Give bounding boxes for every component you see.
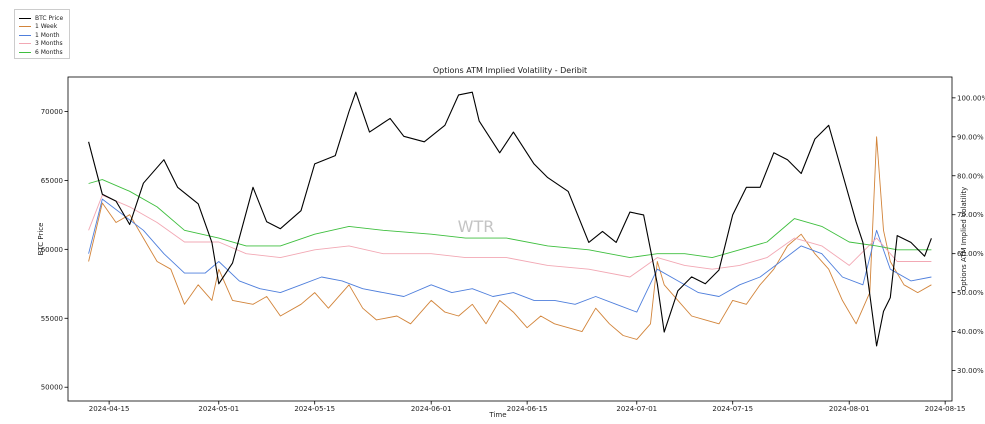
legend-label: 6 Months [35, 48, 63, 56]
x-tick-label: 2024-06-01 [411, 405, 452, 413]
legend-item-3-months: 3 Months [19, 40, 63, 48]
legend-item-btc-price: BTC Price [19, 14, 63, 22]
y-left-tick-label: 60000 [41, 246, 63, 254]
legend-item-6-months: 6 Months [19, 48, 63, 56]
y-right-tick-label: 80.00% [957, 172, 984, 180]
x-tick-label: 2024-07-01 [616, 405, 657, 413]
legend-swatch [19, 51, 31, 53]
y-right-tick-label: 90.00% [957, 133, 984, 141]
y-right-tick-label: 60.00% [957, 250, 984, 258]
y-right-tick-label: 100.00% [957, 94, 985, 102]
plot-frame [67, 76, 953, 402]
y-left-tick-label: 50000 [41, 384, 63, 392]
watermark-text: WTR [458, 217, 495, 236]
y-axis-left: 50000 55000 60000 65000 70000 [41, 108, 68, 392]
y-right-tick-label: 70.00% [957, 211, 984, 219]
y-axis-left-label: BTC Price [37, 223, 45, 256]
legend-label: 1 Week [35, 23, 58, 30]
legend-swatch [19, 17, 31, 19]
legend: BTC Price 1 Week 1 Month 3 Months 6 Months [14, 9, 70, 59]
y-left-tick-label: 55000 [41, 315, 63, 323]
x-tick-label: 2024-08-01 [829, 405, 870, 413]
x-tick-label: 2024-05-01 [198, 405, 239, 413]
y-axis-right-label: Options ATM Implied Volatility [960, 187, 968, 291]
x-axis-label: Time [488, 411, 506, 419]
x-tick-label: 2024-04-15 [89, 405, 130, 413]
series-line-1-week [88, 136, 932, 340]
legend-item-1-week: 1 Week [19, 23, 57, 31]
y-axis-right: 30.00% 40.00% 50.00% 60.00% 70.00% 80.00% 90.0… [952, 94, 985, 375]
x-axis: 2024-04-15 2024-05-01 2024-05-15 2024-06-01… [89, 401, 966, 413]
legend-label: BTC Price [35, 14, 64, 22]
series-line-1-month [88, 198, 932, 313]
x-tick-label: 2024-05-15 [294, 405, 335, 413]
x-tick-label: 2024-06-15 [507, 405, 548, 413]
legend-label: 3 Months [35, 40, 63, 47]
series-line-btc-price [88, 91, 932, 347]
legend-item-1-month: 1 Month [19, 31, 60, 39]
series-layer [88, 91, 932, 347]
legend-swatch [19, 34, 31, 36]
y-left-tick-label: 70000 [41, 108, 63, 116]
y-right-tick-label: 40.00% [957, 328, 984, 336]
x-tick-label: 2024-08-15 [925, 405, 966, 413]
chart-title: Options ATM Implied Volatility - Deribit [433, 66, 587, 75]
y-left-tick-label: 65000 [41, 177, 63, 185]
y-right-tick-label: 50.00% [957, 289, 984, 297]
legend-swatch [19, 26, 31, 27]
series-line-6-months [88, 179, 932, 259]
legend-swatch [19, 43, 31, 44]
series-line-3-months [88, 194, 932, 278]
legend-label: 1 Month [35, 31, 60, 39]
y-right-tick-label: 30.00% [957, 367, 984, 375]
x-tick-label: 2024-07-15 [712, 405, 753, 413]
